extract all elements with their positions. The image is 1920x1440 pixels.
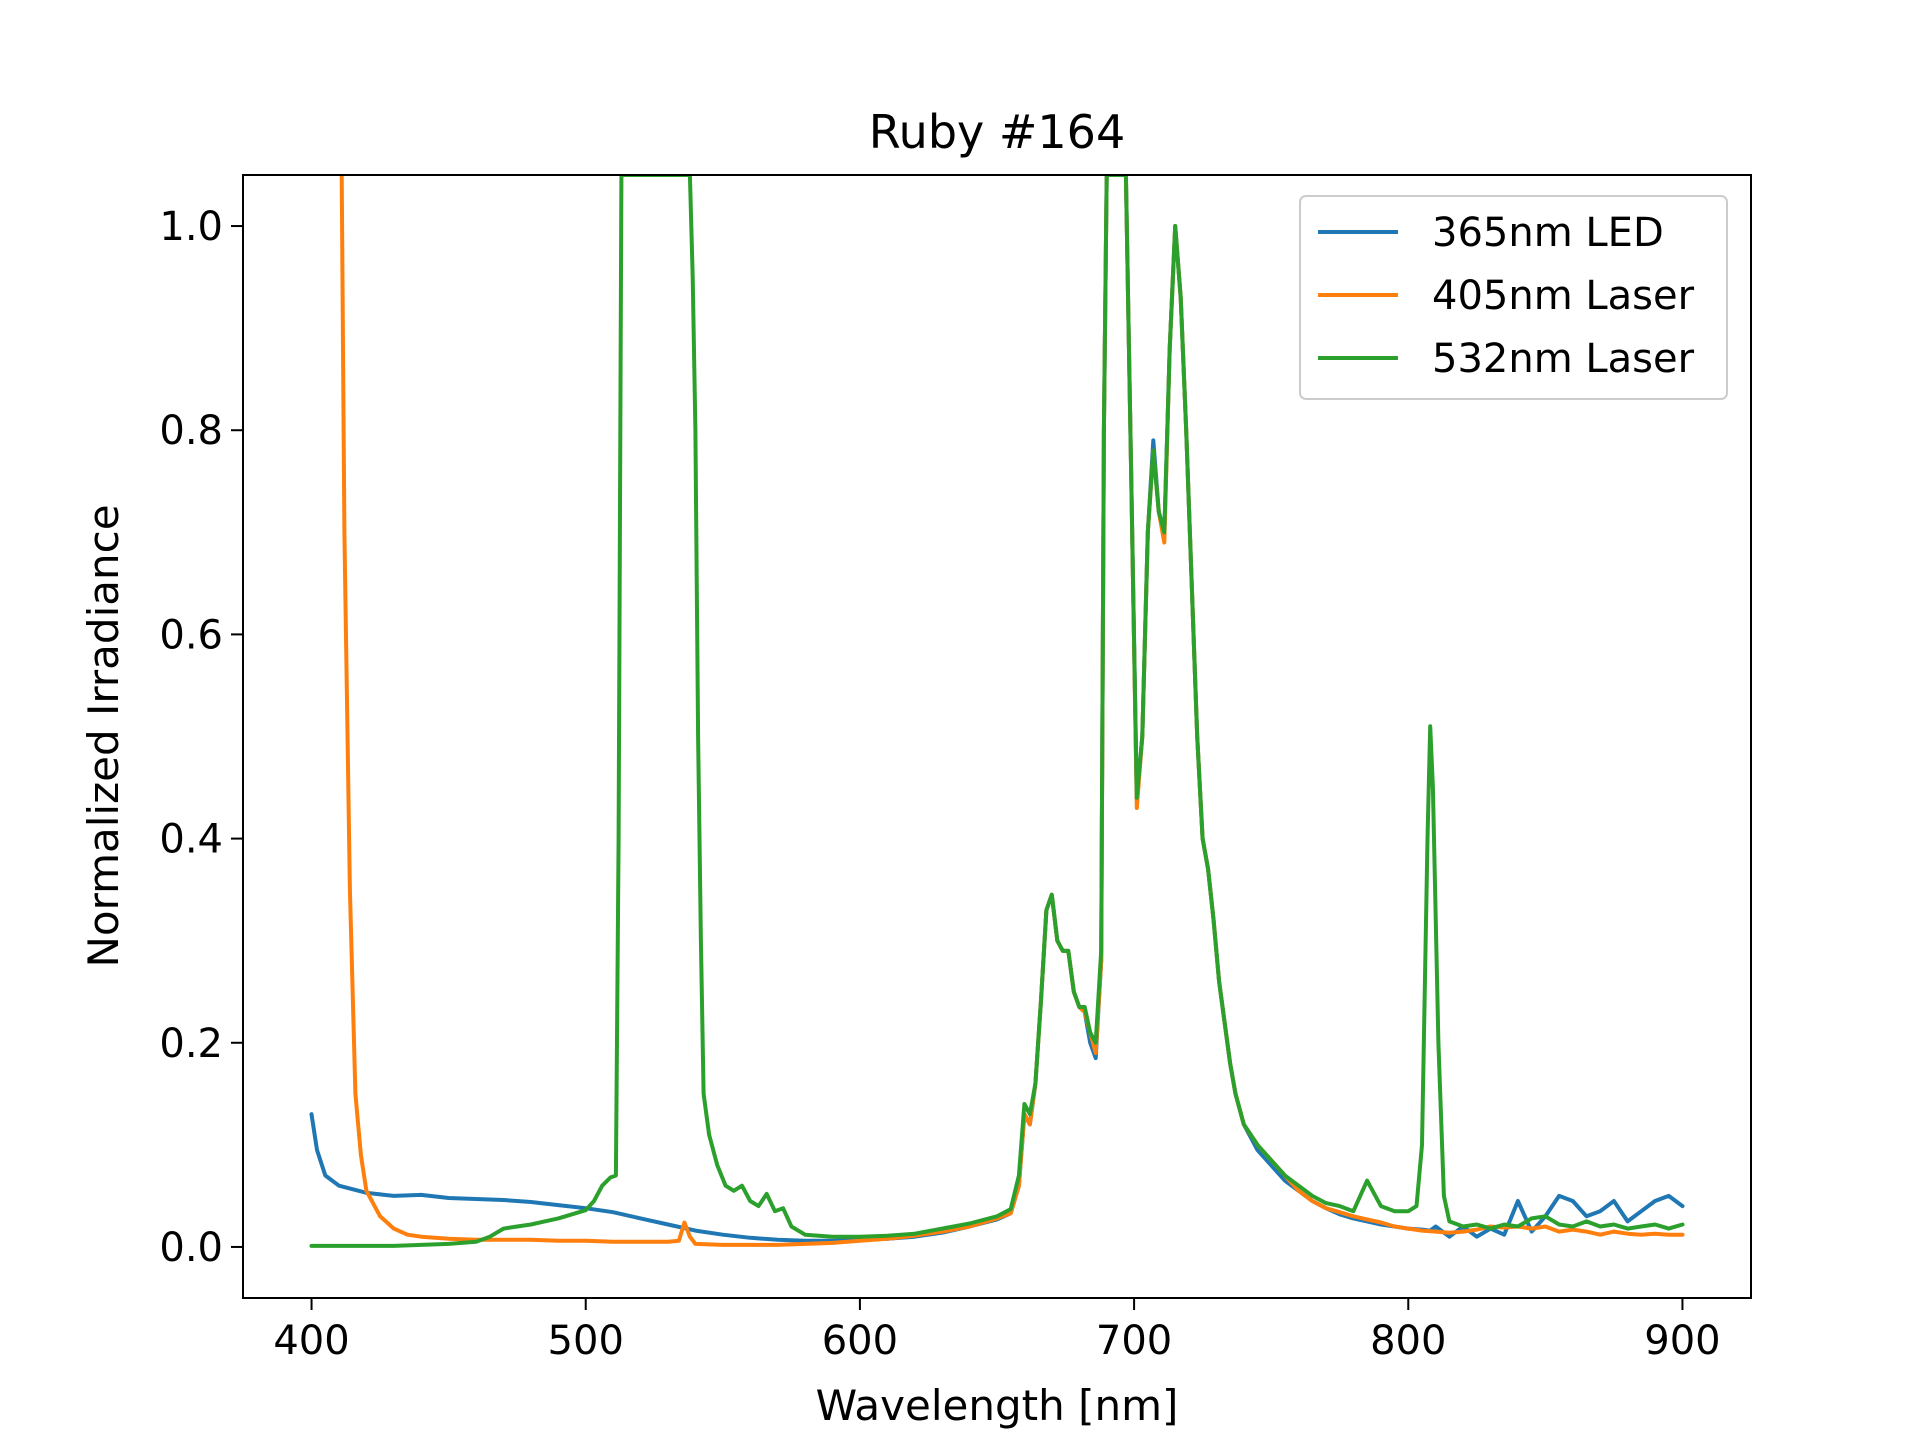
y-tick-label: 0.2 xyxy=(159,1021,223,1067)
legend-label-1: 365nm LED xyxy=(1432,210,1664,256)
y-axis: 0.0 0.2 0.4 0.6 0.8 1.0 xyxy=(159,204,243,1271)
legend-label-2: 405nm Laser xyxy=(1432,273,1695,319)
plot-frame xyxy=(242,174,1752,1299)
y-axis-label: Normalized Irradiance xyxy=(79,504,128,967)
x-tick-label: 800 xyxy=(1370,1318,1446,1364)
x-tick-label: 900 xyxy=(1644,1318,1720,1364)
x-tick-label: 500 xyxy=(548,1318,624,1364)
legend: 365nm LED 405nm Laser 532nm Laser xyxy=(1299,195,1728,400)
x-tick-label: 600 xyxy=(822,1318,898,1364)
y-tick-label: 0.0 xyxy=(159,1225,223,1271)
y-tick-label: 0.4 xyxy=(159,817,223,863)
x-axis-label: Wavelength [nm] xyxy=(816,1381,1179,1430)
y-tick-label: 1.0 xyxy=(159,204,223,250)
x-axis: 400 500 600 700 800 900 xyxy=(273,1298,1721,1364)
series-layer xyxy=(309,175,1685,1248)
y-tick-label: 0.8 xyxy=(159,408,223,454)
legend-label-3: 532nm Laser xyxy=(1432,336,1695,382)
y-tick-label: 0.6 xyxy=(159,612,223,658)
series-line-3 xyxy=(309,175,1685,1248)
series-line-2 xyxy=(339,175,1685,1247)
x-tick-label: 700 xyxy=(1096,1318,1172,1364)
chart-title: Ruby #164 xyxy=(869,105,1125,159)
legend-frame xyxy=(1299,195,1728,400)
x-tick-label: 400 xyxy=(273,1318,349,1364)
